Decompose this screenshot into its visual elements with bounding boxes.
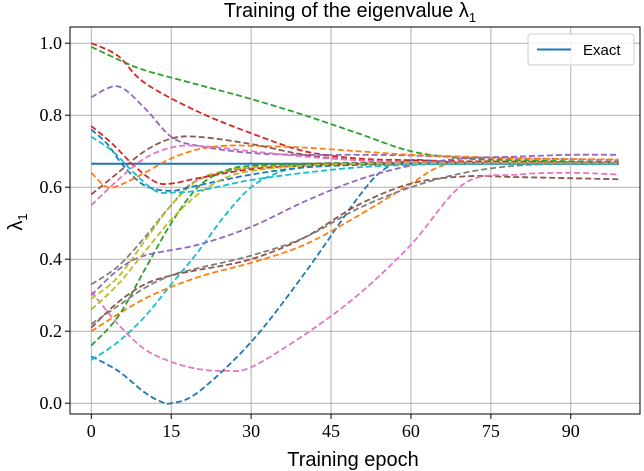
y-tick-label: 1.0: [40, 33, 63, 53]
series-line-run-1: [90, 158, 619, 405]
series-line-run-6: [90, 175, 619, 329]
plot-frame: [69, 26, 641, 415]
series-line-run-11: [90, 128, 619, 192]
x-tick-label: 45: [322, 421, 340, 441]
series-line-run-4: [90, 42, 619, 164]
y-tick-label: 0.4: [40, 249, 63, 269]
x-tick-label: 75: [482, 421, 500, 441]
x-tick-label: 0: [87, 421, 96, 441]
y-axis-ticks: 0.0 0.2 0.4 0.6 0.8 1.0: [40, 33, 70, 413]
chart-title: Training of the eigenvalue λ1: [224, 0, 476, 25]
x-tick-label: 90: [562, 421, 580, 441]
x-axis-label: Training epoch: [287, 449, 419, 471]
series-line-run-7: [90, 171, 619, 373]
y-axis-label: λ1: [5, 213, 30, 230]
series-line-run-18: [90, 162, 619, 325]
y-tick-label: 0.0: [40, 393, 63, 413]
y-tick-label: 0.2: [40, 321, 63, 341]
y-tick-label: 0.6: [40, 177, 63, 197]
series-line-run-5: [90, 85, 619, 162]
x-tick-label: 60: [402, 421, 420, 441]
x-tick-label: 15: [162, 421, 180, 441]
y-tick-label: 0.8: [40, 105, 63, 125]
series-line-run-13: [90, 162, 619, 347]
legend-box: [527, 33, 635, 66]
series-group: [90, 42, 619, 405]
x-tick-label: 30: [242, 421, 260, 441]
series-line-run-3: [90, 45, 619, 163]
legend: Exact: [527, 33, 635, 66]
series-line-run-20: [90, 136, 619, 194]
legend-label-exact: Exact: [583, 42, 621, 59]
x-axis-ticks: 0 15 30 45 60 75 90: [87, 414, 580, 441]
series-line-run-12: [90, 144, 619, 189]
